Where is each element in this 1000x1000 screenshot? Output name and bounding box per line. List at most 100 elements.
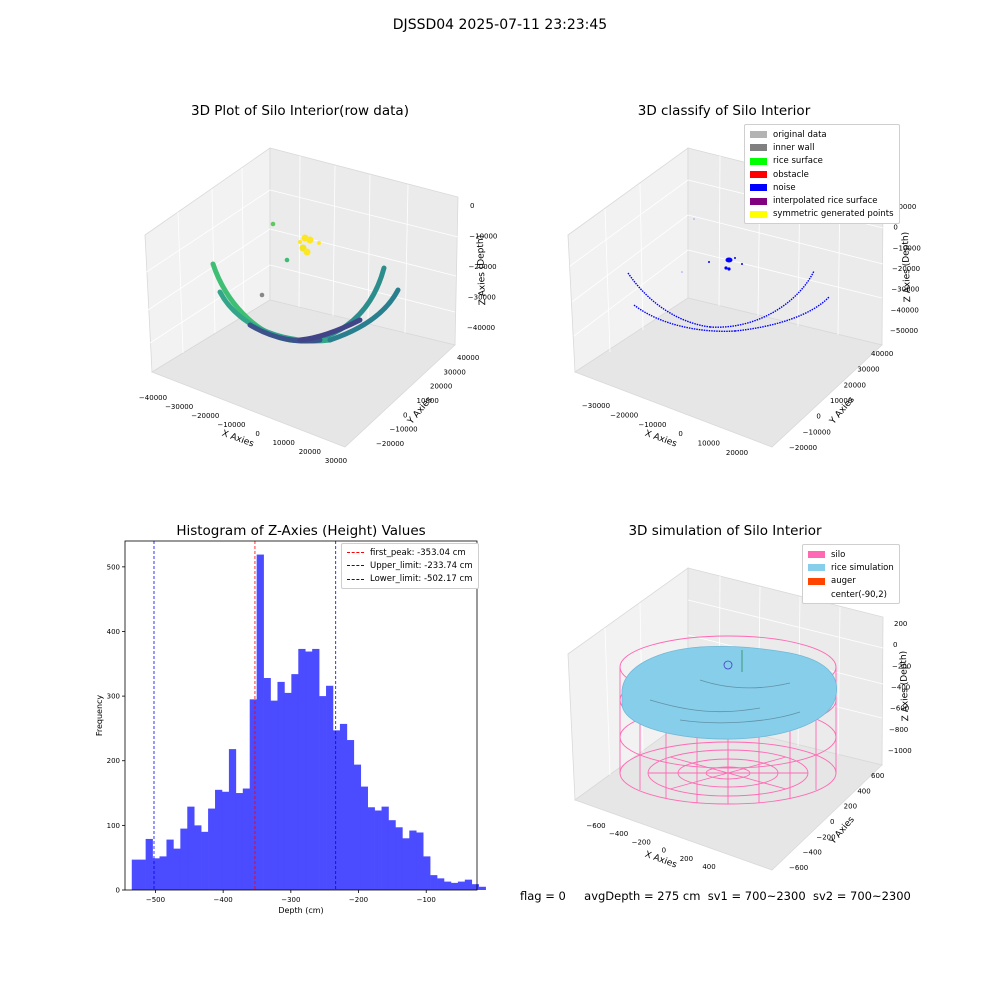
legend-entry: rice surface [750,155,894,168]
legend-swatch [347,552,364,554]
histogram-bar [444,881,452,890]
classify-legend: original data inner wall rice surface obsta… [744,124,900,225]
y-tick-label: −10000 [390,426,418,434]
histogram-bar [423,856,431,890]
y-tick-label: 600 [871,772,884,780]
x-tick-label: −200 [632,838,651,846]
z-axis-label: Z Axies (Depth) [476,235,488,306]
auger-center [723,650,743,672]
histogram-bar [416,832,424,890]
legend-entry: auger [808,575,894,588]
histogram-bar [145,838,153,890]
histogram-bar [138,859,146,890]
histogram-bar [215,789,223,890]
y-tick-label: 0 [816,413,820,421]
legend-label: first_peak: -353.04 cm [370,547,466,558]
z-tick-label: −1000 [888,747,912,755]
legend-swatch [750,171,767,179]
histogram-bar [326,685,334,890]
legend-swatch [750,210,767,218]
y-tick-label: 30000 [857,366,879,374]
histogram-bar [346,740,355,890]
histogram-bar [159,856,167,890]
legend-label: rice surface [773,156,823,167]
axis-ticks: −40000−30000−20000−100000100002000030000… [139,202,497,465]
y-tick-label: 30000 [444,368,466,376]
histogram-bar [381,806,389,890]
histogram-bar [131,859,140,890]
legend-label: symmetric generated points [773,209,894,220]
legend-swatch [808,564,825,572]
histogram-bar [388,820,396,890]
panel-raw-3d-plot: −40000−30000−20000−100000100002000030000… [139,147,497,465]
z-tick-label: −10000 [893,244,921,252]
histogram-bar [298,648,306,890]
histogram-bar [450,882,459,890]
y-tick-label: 0 [830,818,834,826]
x-tick-label: 20000 [726,449,748,457]
x-tick-label: −40000 [139,394,167,402]
histogram-bar [367,807,375,890]
scatter-points [259,221,321,298]
y-tick-label: 400 [857,787,870,795]
x-tick-label: −200 [349,896,368,904]
histogram-bar [478,886,486,890]
z-tick-label: −40000 [467,324,495,332]
legend-label: obstacle [773,169,809,180]
x-tick-label: 0 [255,430,259,438]
simulation-legend: silo rice simulation auger center(-90,2) [802,544,900,605]
histogram-bar [221,791,230,890]
y-tick-label: 40000 [871,350,893,358]
legend-entry: noise [750,181,894,194]
histogram-bar [194,825,202,890]
x-tick-label: 30000 [325,457,347,465]
legend-entry: symmetric generated points [750,208,894,221]
legend-label: inner wall [773,142,815,153]
histogram-legend: first_peak: -353.04 cm Upper_limit: -233.… [341,543,479,589]
figure-title: DJSSD04 2025-07-11 23:23:45 [392,17,608,33]
y-axis-label: Frequency [95,695,104,737]
floor-pane [574,297,883,448]
x-tick-label: −30000 [165,403,193,411]
x-tick-label: −100 [417,896,436,904]
histogram-bar [208,808,216,890]
histogram-bar [256,554,264,890]
x-tick-label: 10000 [273,439,295,447]
z-axis-label: Z Axies (Depth) [899,651,911,722]
z-tick-label: 10000 [894,203,916,211]
y-tick-label: 500 [107,563,120,571]
x-axis-label: Depth (cm) [278,906,323,915]
x-tick-label: 200 [680,855,693,863]
avg-depth-text: avgDepth = 275 cm [584,889,701,903]
histogram-chart: −500 −400 −300 −200 −100 0 100 200 300 400 500 Dept… [95,540,486,915]
x-tick-label: 400 [702,863,715,871]
histogram-bar [409,830,417,890]
z-tick-label: 0 [470,202,474,210]
histogram-bar [152,858,160,890]
histogram-bar [312,648,320,890]
z-tick-label: −200 [892,662,911,670]
plot-frame [124,540,478,891]
histogram-bar [277,681,285,890]
histogram-bars [131,554,486,890]
floor-pane [151,299,456,448]
legend-label: Upper_limit: -233.74 cm [370,560,473,571]
x-tick-label: −10000 [217,421,245,429]
legend-swatch [347,578,364,580]
legend-entry: Upper_limit: -233.74 cm [347,559,473,572]
x-tick-label: −20000 [610,411,638,419]
y-tick-label: 300 [107,693,120,701]
z-tick-label: −800 [889,726,908,734]
z-tick-label: −600 [890,705,909,713]
legend-swatch [750,144,767,152]
sv2-text: sv2 = 700~2300 [812,889,911,903]
floor-pane [574,717,883,871]
y-tick-label: 400 [107,628,120,636]
legend-entry: inner wall [750,141,894,154]
legend-swatch [750,184,767,192]
legend-label: interpolated rice surface [773,196,878,207]
y-tick-label: 0 [116,887,120,895]
panel-raw-title: 3D Plot of Silo Interior(row data) [191,103,409,119]
y-tick-label: −10000 [803,428,831,436]
